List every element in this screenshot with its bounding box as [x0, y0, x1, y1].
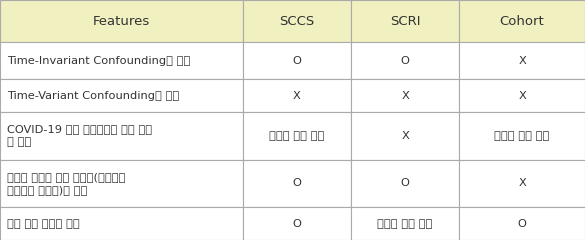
Text: Time-Invariant Confounding의 통제: Time-Invariant Confounding의 통제 — [7, 56, 190, 66]
Text: X: X — [518, 91, 526, 101]
Text: X: X — [401, 91, 409, 101]
Text: X: X — [401, 131, 409, 141]
Text: Cohort: Cohort — [500, 15, 545, 28]
Bar — [459, 160, 585, 207]
Text: 경우에 따라 다름: 경우에 따라 다름 — [269, 131, 325, 141]
Bar — [0, 112, 243, 160]
Bar — [459, 207, 585, 240]
Bar — [243, 207, 351, 240]
Text: COVID-19 백신 미접종자에 대한 정의
의 필요: COVID-19 백신 미접종자에 대한 정의 의 필요 — [7, 124, 152, 147]
Bar — [0, 0, 243, 42]
Bar — [351, 42, 459, 79]
Bar — [351, 207, 459, 240]
Text: SCCS: SCCS — [279, 15, 315, 28]
Text: SCRI: SCRI — [390, 15, 421, 28]
Bar — [243, 160, 351, 207]
Text: 경우에 따라 다름: 경우에 따라 다름 — [377, 218, 433, 228]
Text: 결과의 재발성 혽은 독립성(재발성이
아니라면 희귀성)의 필요: 결과의 재발성 혽은 독립성(재발성이 아니라면 희귀성)의 필요 — [7, 172, 126, 195]
Text: Time-Variant Confounding의 통제: Time-Variant Confounding의 통제 — [7, 91, 179, 101]
Text: O: O — [401, 178, 409, 188]
Bar — [351, 112, 459, 160]
Text: O: O — [292, 178, 301, 188]
Bar — [351, 160, 459, 207]
Bar — [459, 112, 585, 160]
Text: O: O — [292, 218, 301, 228]
Bar — [351, 0, 459, 42]
Bar — [0, 207, 243, 240]
Bar — [0, 79, 243, 112]
Text: 경우에 따라 다름: 경우에 따라 다름 — [494, 131, 550, 141]
Text: X: X — [518, 178, 526, 188]
Text: O: O — [292, 56, 301, 66]
Bar — [0, 42, 243, 79]
Text: Features: Features — [93, 15, 150, 28]
Text: O: O — [518, 218, 526, 228]
Text: 다회 투여 노출의 제어: 다회 투여 노출의 제어 — [7, 218, 80, 228]
Bar — [459, 0, 585, 42]
Text: O: O — [401, 56, 409, 66]
Bar — [459, 79, 585, 112]
Text: X: X — [518, 56, 526, 66]
Bar — [0, 160, 243, 207]
Text: X: X — [293, 91, 301, 101]
Bar — [351, 79, 459, 112]
Bar — [243, 0, 351, 42]
Bar — [459, 42, 585, 79]
Bar — [243, 42, 351, 79]
Bar — [243, 112, 351, 160]
Bar — [243, 79, 351, 112]
